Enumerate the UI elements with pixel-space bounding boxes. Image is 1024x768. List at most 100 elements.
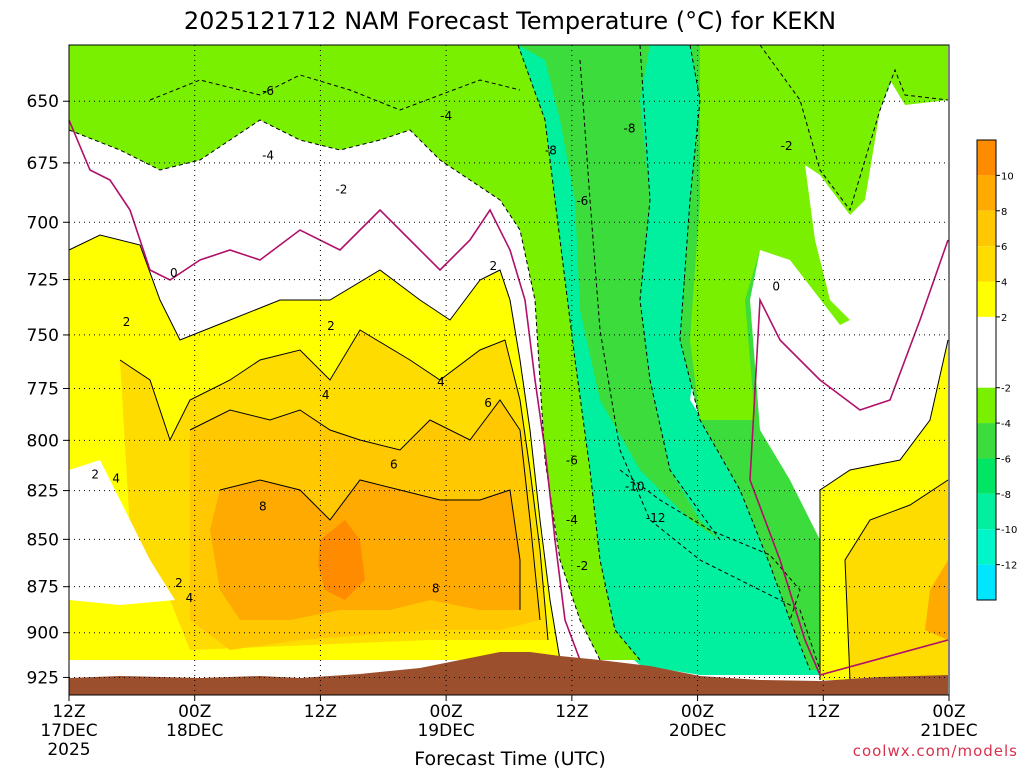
plot-frame (68, 44, 950, 696)
contour-label: -2 (781, 139, 793, 153)
contour-label: 6 (484, 396, 492, 410)
freezing-contour (68, 119, 949, 676)
x-tick-label2: 18DEC (166, 721, 223, 741)
colorbar-segment (977, 210, 996, 247)
band-8-right-region (925, 560, 948, 640)
y-tick-label: 700 (27, 213, 59, 233)
contour-label: 2 (175, 576, 183, 590)
contour-label: 2 (91, 468, 99, 482)
x-tick-label2: 19DEC (417, 721, 474, 741)
contour-label: 8 (432, 582, 440, 596)
y-tick-label: 800 (27, 431, 59, 451)
colorbar-tick-label: -10 (1001, 525, 1017, 536)
contour-label: -4 (440, 109, 452, 123)
contour-label: 0 (170, 266, 178, 280)
band-0-left-region (69, 460, 175, 605)
contour-label: -2 (576, 559, 588, 573)
colorbar-segment (977, 564, 996, 600)
x-tick-label2: 17DEC (40, 721, 97, 741)
contour-label: -6 (576, 194, 588, 208)
x-tick-label1: 00Z (430, 702, 463, 722)
x-tick-label1: 00Z (932, 702, 965, 722)
contour-label: -4 (262, 149, 274, 163)
x-tick-label1: 12Z (52, 702, 85, 722)
x-tick-label2: 20DEC (669, 721, 726, 741)
colorbar-segment (977, 281, 996, 317)
y-tick-label: 875 (27, 578, 59, 598)
colorbar: 10 8 6 4 2 -2 -4 -6 -8 -10 -12 (976, 139, 1017, 601)
contour-label: 4 (186, 591, 194, 605)
grid-lines (69, 45, 949, 695)
y-tick-label: 650 (27, 92, 59, 112)
y-tick-label: 775 (27, 379, 59, 399)
x-tick-label1: 12Z (304, 702, 337, 722)
contour-label: -8 (545, 144, 557, 158)
band-8-region (210, 480, 520, 620)
band-10-region (318, 520, 365, 600)
contour-label: -12 (646, 511, 666, 525)
colorbar-segment (977, 246, 996, 282)
contour-label: 2 (327, 319, 335, 333)
colorbar-frame (976, 139, 997, 601)
colorbar-segment (977, 140, 996, 176)
colorbar-tick-label: -6 (1001, 454, 1011, 465)
colorbar-segment (977, 458, 996, 494)
colorbar-segment (977, 423, 996, 459)
x-tick-label1: 12Z (555, 702, 588, 722)
contour-label: 2 (489, 259, 497, 273)
x-tick-label1: 00Z (178, 702, 211, 722)
contour-label: -6 (566, 454, 578, 468)
contour-lines (68, 234, 949, 681)
colorbar-segment (977, 387, 996, 424)
y-tick-label: 850 (27, 530, 59, 550)
y-tick-label: 675 (27, 154, 59, 174)
x-axis-label: Forecast Time (UTC) (414, 748, 605, 768)
contour-label: -2 (335, 182, 347, 196)
credit-text: coolwx.com/models (853, 742, 1018, 760)
contour-label: -6 (262, 84, 274, 98)
colorbar-segment (977, 529, 996, 565)
x-tick-label1: 00Z (681, 702, 714, 722)
colorbar-tick-label: 8 (1001, 207, 1007, 218)
y-tick-label: 925 (27, 668, 59, 688)
contour-label: 0 (772, 279, 780, 293)
contour-label: -10 (625, 480, 645, 494)
x-tick-label2: 21DEC (920, 721, 977, 741)
contour-label: -4 (566, 513, 578, 527)
colorbar-tick-label: -8 (1001, 490, 1011, 501)
band-4-right-region (845, 480, 948, 680)
band-m2-region (69, 45, 640, 660)
band-m2-right-region (690, 45, 948, 420)
contour-label: 4 (112, 472, 120, 486)
contour-label: -8 (623, 122, 635, 136)
dashed-contour-lines (68, 44, 949, 671)
colorbar-segment (977, 493, 996, 530)
contour-label: 4 (437, 375, 445, 389)
contour-label: 8 (259, 499, 267, 513)
y-axis-ticks: 650 675 700 725 750 775 800 825 850 875 900 925 (27, 92, 69, 688)
colorbar-segment (977, 175, 996, 211)
colorbar-tick-label: -12 (1001, 561, 1017, 572)
y-tick-label: 825 (27, 482, 59, 502)
terrain (69, 652, 948, 695)
colorbar-tick-label: 2 (1001, 313, 1007, 324)
contour-label: 4 (322, 388, 330, 402)
colorbar-tick-label: 4 (1001, 278, 1007, 289)
colorbar-tick-label: -2 (1001, 384, 1011, 395)
contour-label: 2 (123, 315, 131, 329)
y-tick-label: 750 (27, 326, 59, 346)
colorbar-tick-label: 10 (1001, 171, 1014, 182)
colorbar-tick-label: -4 (1001, 419, 1011, 430)
x-tick-label1: 12Z (807, 702, 840, 722)
x-tick-label3: 2025 (47, 740, 90, 760)
y-tick-label: 900 (27, 624, 59, 644)
y-tick-label: 725 (27, 271, 59, 291)
chart-title: 2025121712 NAM Forecast Temperature (°C)… (184, 7, 836, 35)
contour-label: 6 (390, 458, 398, 472)
colorbar-tick-label: 6 (1001, 242, 1007, 253)
colorbar-segment (977, 316, 996, 388)
